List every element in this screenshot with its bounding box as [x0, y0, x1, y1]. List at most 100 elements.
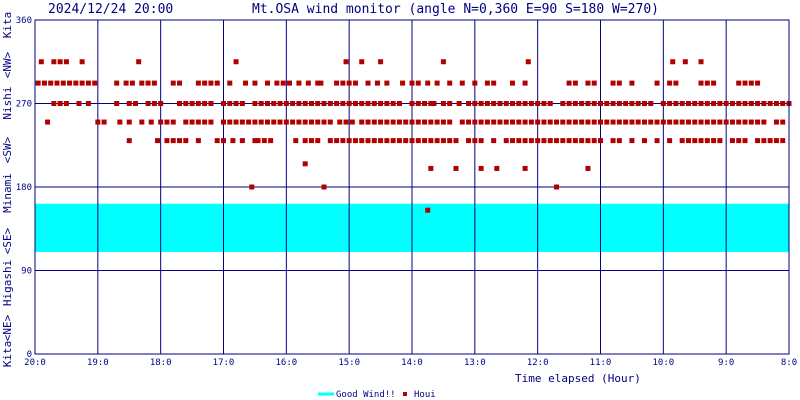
houi-point [233, 119, 239, 125]
houi-point [604, 101, 610, 106]
houi-point [547, 138, 553, 144]
houi-point [139, 80, 145, 86]
houi-point [51, 59, 57, 65]
houi-point [164, 138, 170, 144]
houi-point [183, 119, 189, 125]
houi-point [57, 101, 63, 106]
houi-point [440, 119, 446, 125]
houi-point [729, 101, 735, 106]
houi-point [63, 59, 69, 65]
houi-point [308, 138, 314, 144]
houi-point [748, 80, 754, 86]
houi-point [189, 101, 195, 106]
houi-point [478, 165, 484, 171]
houi-point [535, 119, 541, 125]
houi-point [79, 59, 85, 65]
houi-point [359, 101, 365, 106]
legend: Good Wind!! Houi [318, 390, 436, 400]
houi-point [195, 119, 201, 125]
houi-point [522, 119, 528, 125]
houi-point [334, 138, 340, 144]
houi-point [698, 101, 704, 106]
houi-point [170, 119, 176, 125]
houi-point [359, 119, 365, 125]
houi-point [264, 119, 270, 125]
houi-point [510, 101, 516, 106]
houi-point [177, 101, 183, 106]
houi-point [126, 119, 132, 125]
houi-point [755, 119, 761, 125]
houi-point [233, 59, 239, 65]
houi-point [327, 119, 333, 125]
houi-point [667, 80, 673, 86]
houi-point [484, 101, 490, 106]
houi-point [378, 59, 384, 65]
houi-point [434, 138, 440, 144]
houi-point [572, 138, 578, 144]
houi-point [428, 101, 434, 106]
houi-point [673, 101, 679, 106]
houi-point [472, 80, 478, 86]
houi-point [221, 101, 226, 106]
houi-point [591, 80, 597, 86]
houi-point [315, 80, 321, 86]
houi-point [579, 101, 585, 106]
houi-point [667, 101, 673, 106]
houi-point [302, 138, 308, 144]
houi-point [327, 138, 333, 144]
houi-point [321, 184, 327, 190]
houi-point [151, 80, 157, 86]
houi-point [258, 101, 264, 106]
houi-point [252, 119, 258, 125]
houi-point [780, 119, 786, 125]
houi-point [682, 59, 688, 65]
houi-point [371, 101, 377, 106]
houi-point [434, 119, 440, 125]
x-tick-label: 18:0 [150, 358, 172, 368]
houi-point [195, 101, 201, 106]
houi-point [660, 119, 666, 125]
houi-point [629, 80, 635, 86]
y-axis-label-part: <SW> [1, 136, 14, 163]
houi-point [415, 101, 421, 106]
houi-point [126, 138, 132, 144]
houi-point [494, 165, 500, 171]
houi-point [503, 138, 509, 144]
houi-point [717, 119, 723, 125]
houi-point [230, 138, 236, 144]
houi-point [466, 138, 472, 144]
houi-point [145, 80, 151, 86]
houi-point [409, 138, 415, 144]
houi-point [208, 80, 214, 86]
houi-point [76, 101, 82, 106]
y-axis-label-part: Kita [1, 12, 14, 39]
houi-point [54, 80, 60, 86]
houi-point [566, 101, 572, 106]
houi-point [704, 138, 710, 144]
houi-point [158, 119, 164, 125]
houi-point [371, 119, 377, 125]
houi-point [221, 119, 226, 125]
y-axis-label-part: Minami [1, 173, 14, 213]
houi-point [346, 101, 352, 106]
houi-point [431, 101, 437, 106]
houi-point [177, 138, 183, 144]
houi-point [337, 119, 343, 125]
houi-point [63, 101, 69, 106]
houi-point [428, 119, 434, 125]
houi-point [67, 80, 73, 86]
houi-point [51, 101, 57, 106]
houi-point [503, 101, 509, 106]
houi-point [503, 119, 509, 125]
houi-point [692, 119, 698, 125]
houi-point [742, 119, 748, 125]
houi-point [585, 80, 591, 86]
houi-point [233, 101, 239, 106]
houi-point [202, 119, 208, 125]
houi-point [343, 119, 349, 125]
houi-point [528, 101, 534, 106]
houi-point [425, 80, 431, 86]
y-axis-label-part: Kita [1, 341, 14, 368]
houi-point [425, 207, 431, 213]
